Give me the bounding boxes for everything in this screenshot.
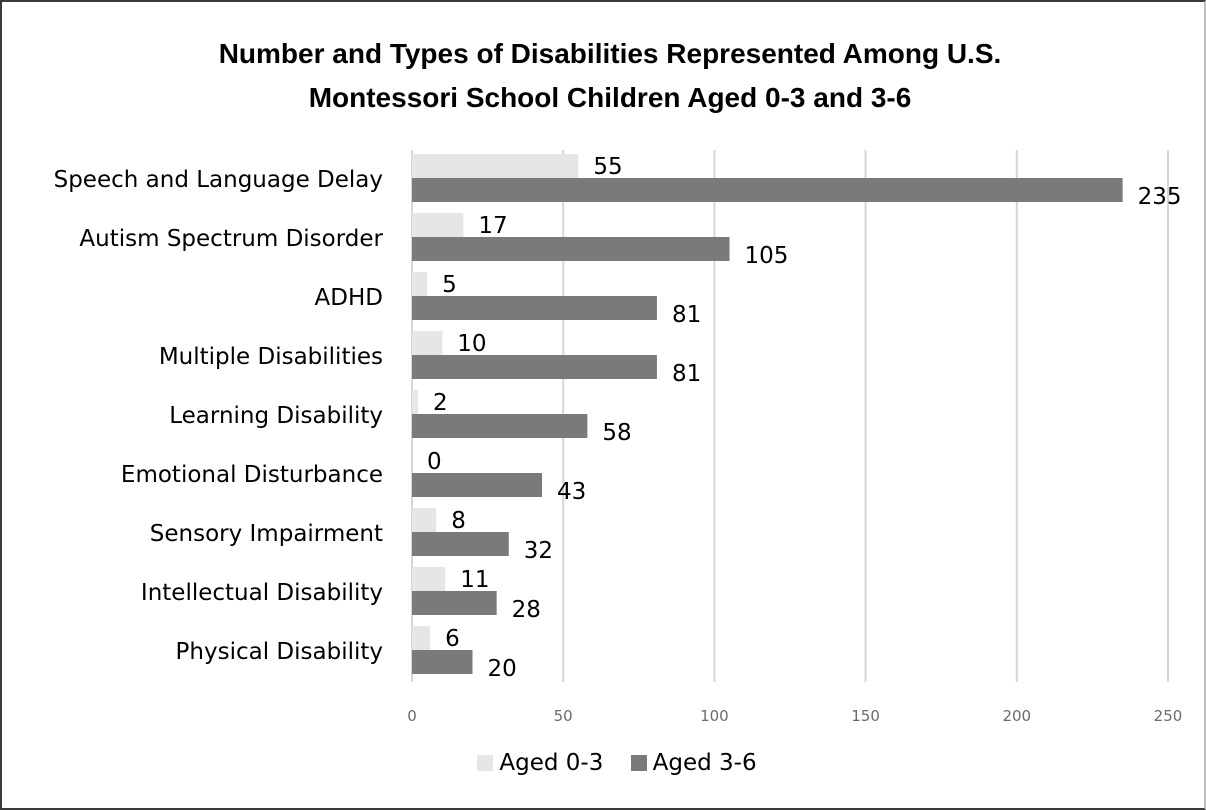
- category-label-intellectual-disability: Intellectual Disability: [141, 580, 383, 606]
- bar-learning-disability-series-0: [412, 390, 419, 414]
- bar-adhd-series-1: [412, 296, 657, 320]
- x-tick-label-200: 200: [1002, 707, 1031, 725]
- data-label-intellectual-disability-series-1: 28: [512, 597, 541, 623]
- bar-autism-spectrum-disorder-series-1: [412, 237, 730, 261]
- bar-physical-disability-series-0: [412, 626, 431, 650]
- chart-legend: Aged 0-3 Aged 3-6: [2, 750, 1206, 777]
- data-label-adhd-series-0: 5: [442, 272, 457, 298]
- chart-title-line-2: Montessori School Children Aged 0-3 and …: [308, 82, 912, 113]
- data-label-intellectual-disability-series-0: 11: [460, 567, 489, 593]
- data-label-sensory-impairment-series-1: 32: [524, 538, 553, 564]
- legend-label-aged-3-6: Aged 3-6: [652, 750, 757, 776]
- category-label-physical-disability: Physical Disability: [176, 639, 383, 665]
- chart-title-line-1: Number and Types of Disabilities Represe…: [218, 38, 1002, 69]
- bar-speech-and-language-delay-series-0: [412, 154, 579, 178]
- data-label-autism-spectrum-disorder-series-1: 105: [745, 243, 789, 269]
- bar-emotional-disturbance-series-1: [412, 473, 543, 497]
- bar-learning-disability-series-1: [412, 414, 588, 438]
- legend-swatch-aged-3-6: [630, 755, 647, 771]
- bar-multiple-disabilities-series-0: [412, 331, 443, 355]
- bar-autism-spectrum-disorder-series-0: [412, 213, 464, 237]
- data-label-learning-disability-series-1: 58: [602, 420, 631, 446]
- category-label-emotional-disturbance: Emotional Disturbance: [121, 462, 383, 488]
- legend-label-aged-0-3: Aged 0-3: [499, 750, 604, 776]
- data-label-autism-spectrum-disorder-series-0: 17: [478, 213, 507, 239]
- category-label-autism-spectrum-disorder: Autism Spectrum Disorder: [79, 226, 383, 252]
- bar-adhd-series-0: [412, 272, 428, 296]
- chart-title: Number and Types of Disabilities Represe…: [2, 32, 1206, 120]
- x-tick-label-50: 50: [554, 707, 573, 725]
- data-label-physical-disability-series-0: 6: [445, 626, 460, 652]
- data-label-speech-and-language-delay-series-1: 235: [1138, 184, 1182, 210]
- category-label-multiple-disabilities: Multiple Disabilities: [159, 344, 383, 370]
- category-label-learning-disability: Learning Disability: [169, 403, 383, 429]
- data-label-speech-and-language-delay-series-0: 55: [593, 154, 622, 180]
- bar-intellectual-disability-series-0: [412, 567, 446, 591]
- data-label-sensory-impairment-series-0: 8: [451, 508, 466, 534]
- data-label-emotional-disturbance-series-0: 0: [427, 449, 442, 475]
- legend-swatch-aged-0-3: [477, 755, 494, 771]
- bar-intellectual-disability-series-1: [412, 591, 497, 615]
- data-label-learning-disability-series-0: 2: [433, 390, 448, 416]
- bar-speech-and-language-delay-series-1: [412, 178, 1123, 202]
- bar-sensory-impairment-series-0: [412, 508, 437, 532]
- category-label-speech-and-language-delay: Speech and Language Delay: [54, 167, 383, 193]
- bar-multiple-disabilities-series-1: [412, 355, 657, 379]
- bar-sensory-impairment-series-1: [412, 532, 509, 556]
- data-label-multiple-disabilities-series-0: 10: [457, 331, 486, 357]
- bar-physical-disability-series-1: [412, 650, 473, 674]
- x-tick-label-0: 0: [407, 707, 417, 725]
- legend-item-aged-3-6: Aged 3-6: [630, 750, 757, 776]
- data-label-emotional-disturbance-series-1: 43: [557, 479, 586, 505]
- data-label-multiple-disabilities-series-1: 81: [672, 361, 701, 387]
- data-label-physical-disability-series-1: 20: [487, 656, 516, 682]
- data-label-adhd-series-1: 81: [672, 302, 701, 328]
- category-label-sensory-impairment: Sensory Impairment: [150, 521, 383, 547]
- x-tick-label-250: 250: [1154, 707, 1183, 725]
- legend-item-aged-0-3: Aged 0-3: [477, 750, 603, 776]
- x-tick-label-150: 150: [851, 707, 880, 725]
- category-label-adhd: ADHD: [315, 285, 383, 311]
- x-tick-label-100: 100: [700, 707, 729, 725]
